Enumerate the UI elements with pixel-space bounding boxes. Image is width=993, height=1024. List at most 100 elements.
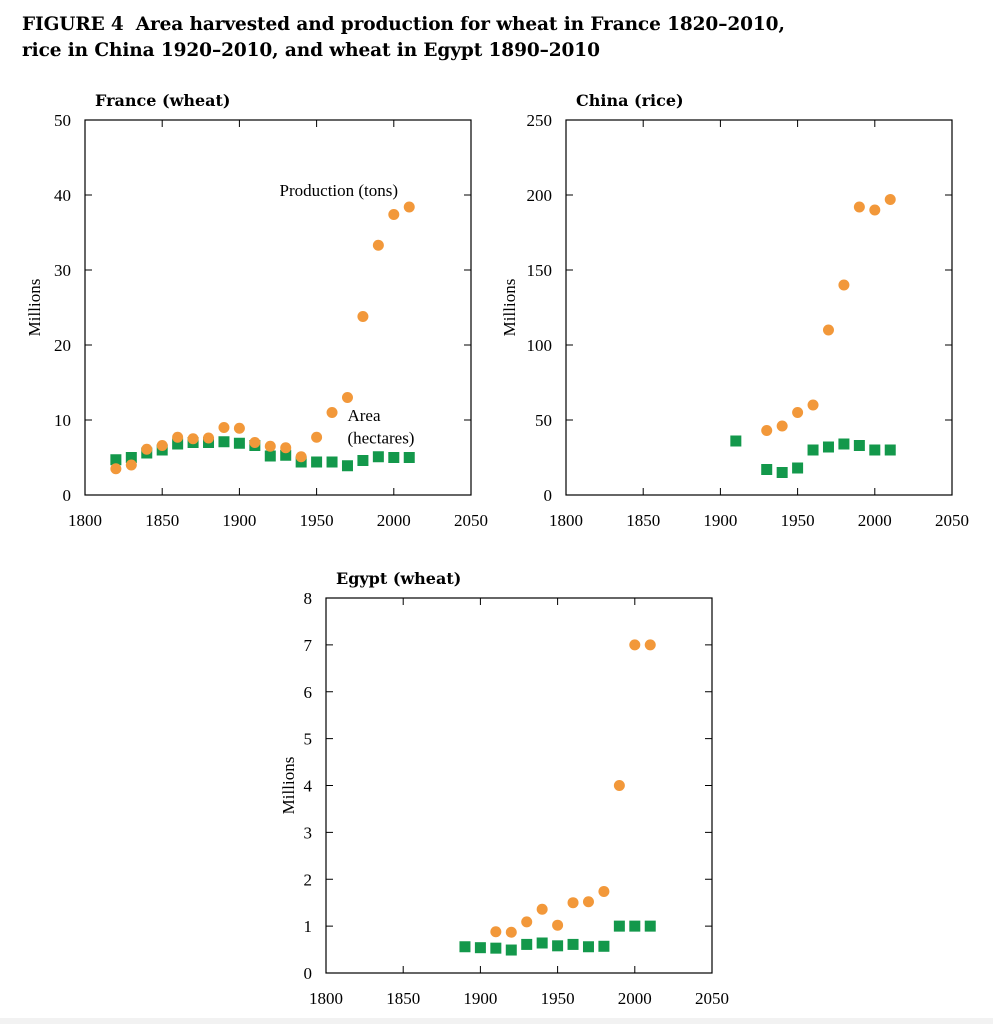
china-area-point xyxy=(822,441,834,453)
france-area-point xyxy=(280,449,292,461)
china-area-point xyxy=(853,440,865,451)
china-production-point xyxy=(869,204,881,216)
egypt-y-tick-label: 3 xyxy=(304,823,313,842)
china-production-point xyxy=(807,399,819,411)
egypt-area-point xyxy=(613,920,625,932)
france-production-point xyxy=(125,459,137,471)
france-area-point xyxy=(372,451,384,463)
figure-title: FIGURE 4 Area harvested and production fo… xyxy=(22,12,785,64)
china-y-tick-label: 250 xyxy=(527,111,553,130)
france-area-point xyxy=(264,450,276,462)
france-x-tick-label: 1850 xyxy=(145,511,179,530)
china-area-point xyxy=(884,444,896,456)
egypt-production-point xyxy=(521,916,533,928)
china-y-tick-label: 50 xyxy=(535,411,552,430)
china-y-tick-label: 200 xyxy=(527,186,553,205)
egypt-y-tick-label: 8 xyxy=(304,589,313,608)
egypt-production-point xyxy=(613,780,625,791)
france-area-point xyxy=(341,460,353,472)
france-production-point xyxy=(403,201,415,213)
france-production-point xyxy=(141,443,153,455)
china-panel-title: China (rice) xyxy=(576,91,684,110)
egypt-y-tick-label: 1 xyxy=(304,917,313,936)
france-area-point xyxy=(218,436,230,448)
france-production-point xyxy=(249,437,261,448)
egypt-x-tick-label: 2000 xyxy=(618,989,652,1008)
page-bottom-strip xyxy=(0,1018,993,1024)
france-area-point xyxy=(357,455,369,466)
france-area-point xyxy=(110,454,122,466)
france-x-tick-label: 1800 xyxy=(68,511,102,530)
figure-label: FIGURE 4 xyxy=(22,14,124,35)
egypt-x-tick-label: 1800 xyxy=(309,989,343,1008)
france-y-axis-label: Millions xyxy=(25,279,44,337)
egypt-area-point xyxy=(629,920,641,932)
egypt-production-point xyxy=(567,897,579,909)
france-y-tick-label: 30 xyxy=(54,261,71,280)
france-area-point xyxy=(326,456,338,468)
egypt-production-point xyxy=(536,903,548,915)
france-production-point xyxy=(203,432,215,444)
egypt-x-tick-label: 1850 xyxy=(386,989,420,1008)
egypt-production-point xyxy=(490,926,502,938)
france-area-point xyxy=(125,452,137,463)
egypt-y-tick-label: 4 xyxy=(304,777,313,796)
france-panel-title: France (wheat) xyxy=(95,91,230,110)
france-production-point xyxy=(264,440,276,452)
france-production-point xyxy=(311,431,323,443)
france-production-point xyxy=(357,311,369,322)
egypt-area-point xyxy=(552,940,564,952)
china-production-point xyxy=(761,425,773,436)
egypt-area-point xyxy=(582,941,594,953)
china-x-tick-label: 1800 xyxy=(549,511,583,530)
china-area-point xyxy=(761,464,773,475)
egypt-production-point xyxy=(505,926,517,938)
france-x-tick-label: 2050 xyxy=(454,511,488,530)
china-y-axis-label: Millions xyxy=(500,279,519,337)
france-production-point xyxy=(187,433,199,445)
china-production-point xyxy=(884,194,896,205)
china-production-point xyxy=(792,407,804,418)
france-production-point xyxy=(156,440,168,451)
figure-title-text-1: Area harvested and production for wheat … xyxy=(135,14,785,35)
egypt-plot-frame xyxy=(325,597,713,974)
china-production-point xyxy=(776,420,788,432)
figure-title-line-2: rice in China 1920–2010, and wheat in Eg… xyxy=(22,40,600,61)
egypt-y-tick-label: 2 xyxy=(304,870,313,889)
egypt-y-tick-label: 6 xyxy=(304,683,313,702)
china-area-point xyxy=(776,467,788,478)
france-y-tick-label: 0 xyxy=(63,486,72,505)
france-production-point xyxy=(341,392,353,403)
china-area-point xyxy=(838,438,850,450)
china-y-tick-label: 100 xyxy=(527,336,553,355)
france-area-point xyxy=(403,452,415,463)
france-production-point xyxy=(218,422,230,433)
china-production-point xyxy=(822,324,834,336)
china-x-tick-label: 2050 xyxy=(935,511,969,530)
france-area-point xyxy=(172,438,184,450)
egypt-area-point xyxy=(644,920,656,932)
egypt-production-point xyxy=(644,639,656,651)
china-x-tick-label: 1900 xyxy=(703,511,737,530)
egypt-area-point xyxy=(536,937,548,949)
egypt-production-point xyxy=(582,896,594,908)
france-annotation: Production (tons) xyxy=(280,181,399,200)
china-area-point xyxy=(807,444,819,456)
france-y-tick-label: 20 xyxy=(54,336,71,355)
egypt-y-tick-label: 7 xyxy=(304,636,313,655)
france-production-point xyxy=(388,209,400,220)
france-production-point xyxy=(172,431,184,443)
france-area-point xyxy=(311,456,323,468)
france-area-point xyxy=(233,437,245,449)
egypt-x-tick-label: 1900 xyxy=(463,989,497,1008)
egypt-x-tick-label: 1950 xyxy=(541,989,575,1008)
china-area-point xyxy=(730,435,742,447)
france-y-tick-label: 50 xyxy=(54,111,71,130)
france-x-tick-label: 1900 xyxy=(222,511,256,530)
china-area-point xyxy=(869,444,881,456)
china-area-point xyxy=(792,462,804,474)
france-plot-frame xyxy=(84,119,472,496)
